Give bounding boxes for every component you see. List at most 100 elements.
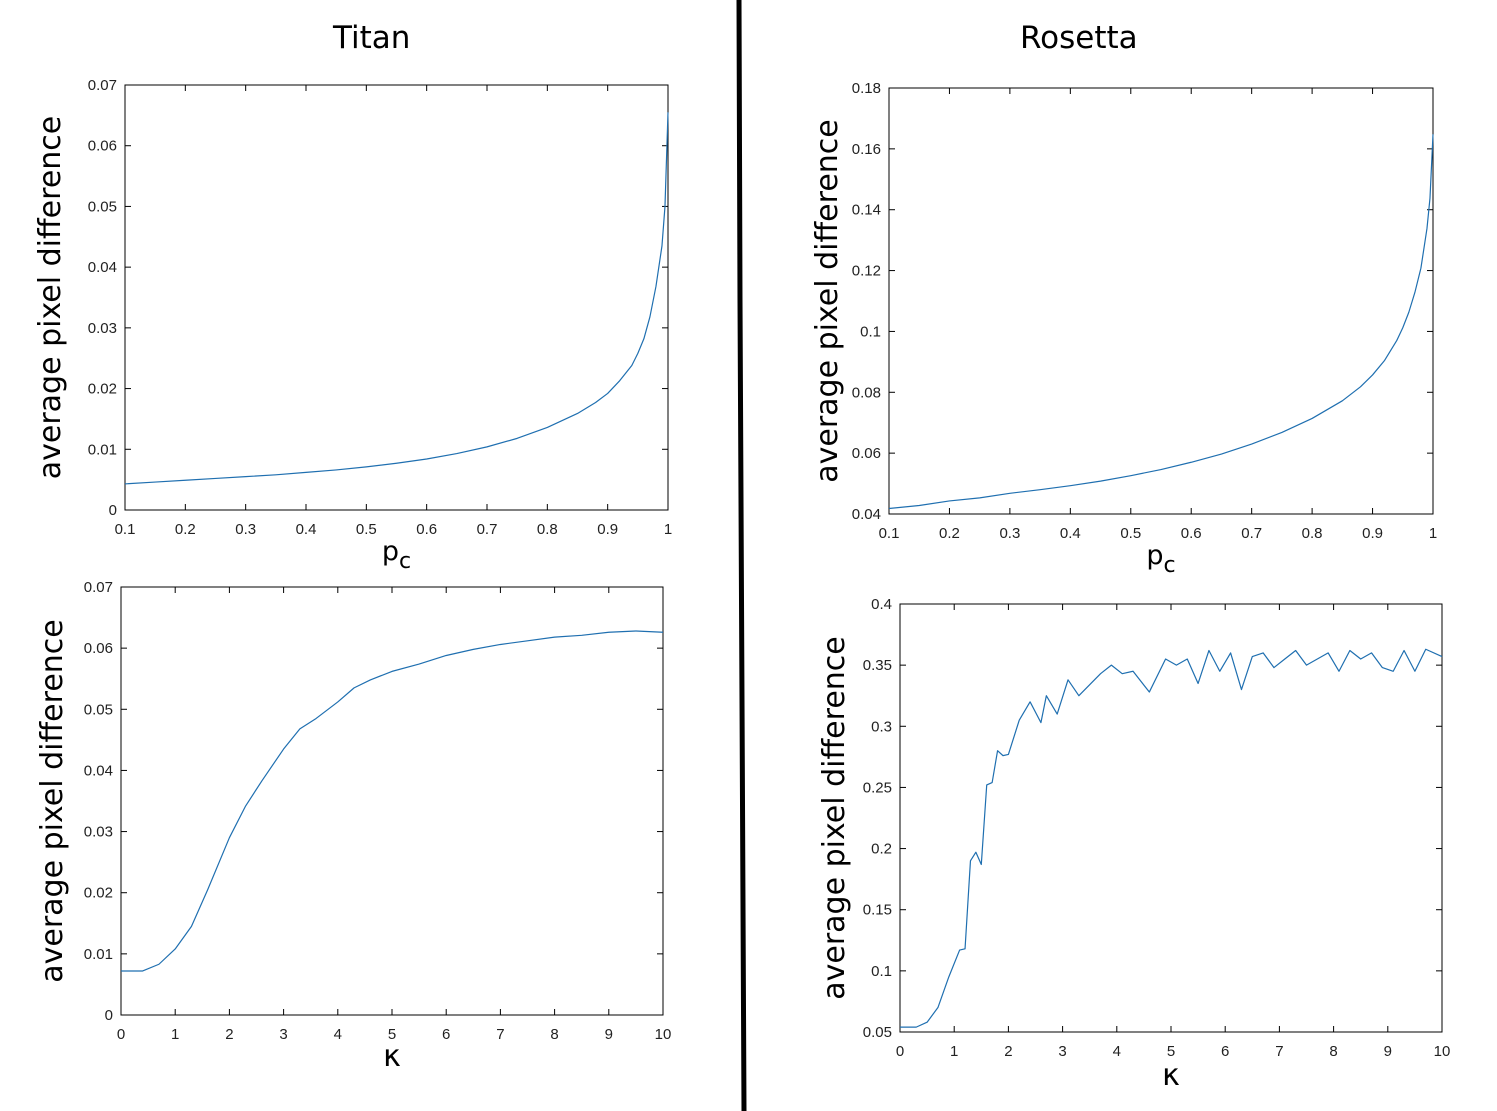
rosetta-kappa-series-line — [900, 648, 1443, 1028]
rosetta-pc-xlabel-sub: c — [1164, 553, 1176, 578]
titan-kappa-ytick-label: 0.06 — [84, 640, 113, 657]
rosetta-pc-xlabel: pc — [1146, 540, 1175, 578]
titan-pc-xlabel-main: p — [382, 536, 399, 567]
titan-pc-ytick-label: 0.06 — [88, 138, 117, 155]
rosetta-pc-xtick-label: 0.6 — [1181, 525, 1202, 542]
rosetta-kappa-xtick-label: 6 — [1221, 1043, 1229, 1060]
rosetta-kappa-ylabel: average pixel difference — [817, 636, 852, 1000]
titan-pc-ytick-label: 0 — [109, 502, 117, 519]
titan-kappa-ylabel: average pixel difference — [35, 619, 70, 983]
rosetta-kappa-ytick-label: 0.2 — [871, 841, 892, 858]
rosetta-pc-axes-box — [888, 87, 1434, 515]
titan-pc-series-line — [124, 112, 669, 485]
titan-pc-ytick-label: 0.03 — [88, 320, 117, 337]
rosetta-kappa-chart: 0 1 2 3 4 5 6 7 8 9 10 0.05 0.1 0.15 0.2 0.25 0.3 0.35 0.4… — [817, 596, 1450, 1093]
rosetta-pc-ytick-label: 0.18 — [852, 80, 881, 97]
rosetta-pc-xtick-label: 0.1 — [879, 525, 900, 542]
rosetta-kappa-ytick-label: 0.1 — [871, 963, 892, 980]
rosetta-pc-ytick-label: 0.12 — [852, 263, 881, 280]
rosetta-kappa-xtick-label: 5 — [1167, 1043, 1175, 1060]
rosetta-kappa-ytick-label: 0.3 — [871, 718, 892, 735]
titan-pc-xtick-label: 0.7 — [477, 521, 498, 538]
titan-kappa-axes-box — [120, 586, 664, 1016]
titan-pc-chart: 0.1 0.2 0.3 0.4 0.5 0.6 0.7 0.8 0.9 1 0 0.01 0.02 0.0… — [33, 77, 672, 574]
rosetta-kappa-xtick-label: 8 — [1329, 1043, 1337, 1060]
titan-kappa-xlabel-main: κ — [383, 1039, 401, 1074]
rosetta-kappa-xtick-label: 10 — [1434, 1043, 1451, 1060]
titan-kappa-ytick-label: 0.07 — [84, 579, 113, 596]
rosetta-kappa-xtick-label: 4 — [1113, 1043, 1121, 1060]
titan-pc-ytick-label: 0.05 — [88, 198, 117, 215]
rosetta-pc-series-line — [888, 134, 1434, 510]
rosetta-kappa-ytick-label: 0.35 — [863, 657, 892, 674]
rosetta-pc-xlabel-main: p — [1146, 540, 1163, 571]
titan-pc-xtick-label: 0.9 — [597, 521, 618, 538]
rosetta-kappa-xtick-label: 1 — [950, 1043, 958, 1060]
rosetta-kappa-ytick-label: 0.05 — [863, 1024, 892, 1041]
rosetta-kappa-ytick-label: 0.25 — [863, 779, 892, 796]
rosetta-pc-ytick-label: 0.04 — [852, 506, 881, 523]
rosetta-pc-ytick-label: 0.16 — [852, 141, 881, 158]
titan-pc-ytick-label: 0.04 — [88, 259, 117, 276]
column-divider — [736, 0, 747, 1111]
rosetta-pc-ytick-label: 0.1 — [860, 323, 881, 340]
titan-pc-xtick-label: 0.6 — [416, 521, 437, 538]
titan-kappa-xtick-label: 3 — [279, 1026, 287, 1043]
titan-kappa-xtick-label: 9 — [605, 1026, 613, 1043]
rosetta-kappa-xtick-label: 0 — [896, 1043, 904, 1060]
titan-kappa-xtick-label: 2 — [225, 1026, 233, 1043]
rosetta-kappa-ytick-label: 0.15 — [863, 902, 892, 919]
titan-column-title: Titan — [333, 20, 411, 56]
rosetta-pc-ylabel: average pixel difference — [810, 119, 845, 483]
rosetta-pc-ytick-label: 0.14 — [852, 202, 881, 219]
rosetta-pc-xtick-label: 0.9 — [1362, 525, 1383, 542]
rosetta-pc-xtick-label: 1 — [1429, 525, 1437, 542]
rosetta-kappa-xlabel-main: κ — [1162, 1058, 1180, 1093]
titan-kappa-xtick-label: 5 — [388, 1026, 396, 1043]
titan-pc-xtick-label: 0.8 — [537, 521, 558, 538]
rosetta-kappa-xtick-label: 3 — [1058, 1043, 1066, 1060]
titan-pc-xtick-label: 0.3 — [235, 521, 256, 538]
titan-kappa-ytick-label: 0 — [105, 1007, 113, 1024]
titan-pc-xlabel: pc — [382, 536, 411, 574]
titan-pc-xtick-label: 0.5 — [356, 521, 377, 538]
rosetta-pc-xtick-label: 0.7 — [1241, 525, 1262, 542]
titan-kappa-xtick-label: 7 — [496, 1026, 504, 1043]
rosetta-pc-xtick-label: 0.2 — [939, 525, 960, 542]
titan-kappa-ytick-label: 0.01 — [84, 946, 113, 963]
rosetta-kappa-xtick-label: 2 — [1004, 1043, 1012, 1060]
rosetta-pc-ytick-label: 0.08 — [852, 384, 881, 401]
rosetta-kappa-xtick-label: 7 — [1275, 1043, 1283, 1060]
rosetta-pc-xtick-label: 0.8 — [1302, 525, 1323, 542]
rosetta-column-title: Rosetta — [1020, 20, 1138, 56]
titan-pc-ytick-label: 0.07 — [88, 77, 117, 94]
titan-kappa-ytick-label: 0.03 — [84, 824, 113, 841]
titan-kappa-ytick-label: 0.05 — [84, 701, 113, 718]
titan-pc-ytick-label: 0.02 — [88, 381, 117, 398]
rosetta-kappa-xtick-label: 9 — [1384, 1043, 1392, 1060]
titan-kappa-ytick-label: 0.02 — [84, 885, 113, 902]
titan-pc-xtick-label: 0.2 — [175, 521, 196, 538]
titan-kappa-chart: 0 1 2 3 4 5 6 7 8 9 10 0 0.01 0.02 0.03 0.04 0.05 0.06 0.0… — [35, 579, 671, 1074]
titan-pc-ytick-label: 0.01 — [88, 441, 117, 458]
titan-kappa-series-line — [121, 630, 664, 972]
titan-kappa-xtick-label: 10 — [655, 1026, 672, 1043]
rosetta-pc-xtick-label: 0.5 — [1120, 525, 1141, 542]
rosetta-pc-xtick-label: 0.4 — [1060, 525, 1081, 542]
titan-kappa-xtick-label: 4 — [334, 1026, 342, 1043]
rosetta-pc-chart: 0.1 0.2 0.3 0.4 0.5 0.6 0.7 0.8 0.9 1 0.04 0.06 0.08… — [810, 80, 1437, 578]
rosetta-pc-ytick-label: 0.06 — [852, 445, 881, 462]
titan-kappa-xlabel: κ — [383, 1039, 401, 1074]
titan-pc-xtick-label: 0.4 — [296, 521, 317, 538]
titan-pc-xlabel-sub: c — [399, 549, 411, 574]
titan-kappa-xtick-label: 6 — [442, 1026, 450, 1043]
titan-pc-ylabel: average pixel difference — [33, 116, 68, 480]
rosetta-pc-xtick-label: 0.3 — [999, 525, 1020, 542]
titan-pc-xtick-label: 1 — [664, 521, 672, 538]
rosetta-kappa-xlabel: κ — [1162, 1058, 1180, 1093]
rosetta-kappa-axes-box — [899, 603, 1443, 1033]
rosetta-kappa-ytick-label: 0.4 — [871, 596, 892, 613]
titan-kappa-xtick-label: 1 — [171, 1026, 179, 1043]
titan-pc-axes-box — [124, 84, 669, 511]
